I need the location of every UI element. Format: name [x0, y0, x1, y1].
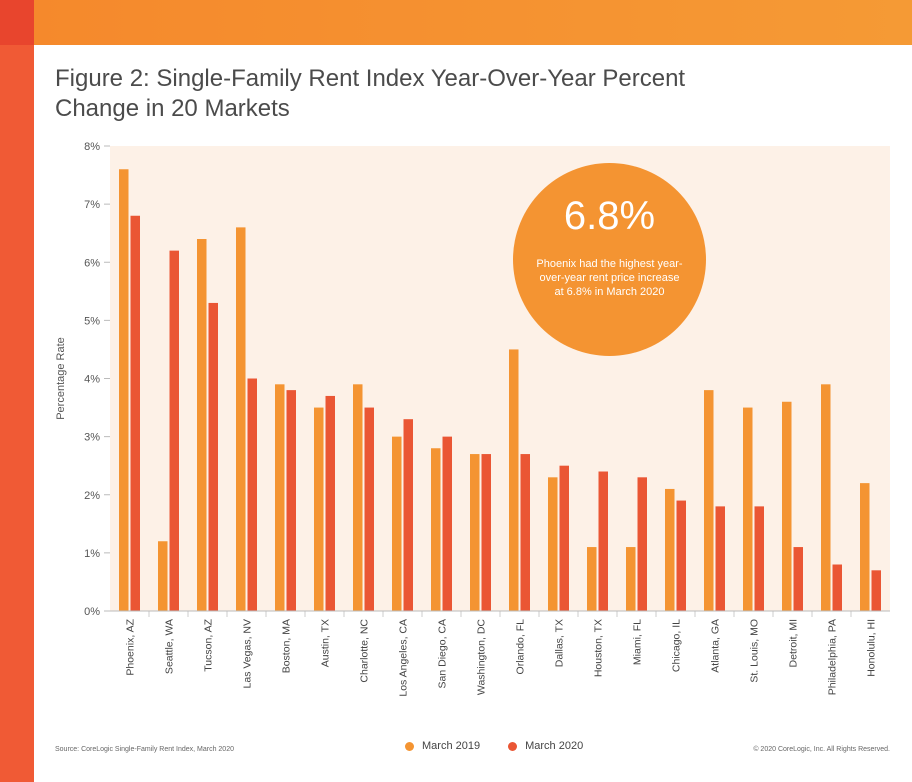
bar-2020: [481, 454, 491, 611]
x-tick-label: Tucson, AZ: [203, 618, 215, 671]
bar-2019: [236, 227, 246, 611]
y-tick-label: 4%: [84, 374, 100, 386]
bar-2020: [676, 500, 686, 611]
legend-label-2020: March 2020: [525, 740, 584, 752]
bar-2020: [637, 477, 647, 611]
y-tick-label: 6%: [84, 257, 100, 269]
legend-label-2019: March 2019: [422, 740, 481, 752]
bar-2019: [743, 407, 753, 611]
bar-2020: [208, 302, 218, 611]
bar-2020: [169, 250, 179, 611]
legend-item-2019: March 2019: [405, 740, 480, 752]
bar-2020: [130, 215, 140, 611]
bar-2019: [197, 239, 207, 611]
bar-2020: [559, 465, 569, 611]
bar-2019: [821, 384, 831, 611]
bar-2019: [626, 547, 636, 611]
bar-2019: [353, 384, 363, 611]
bar-2020: [286, 390, 296, 611]
x-tick-label: Honolulu, HI: [866, 619, 878, 677]
bar-2020: [364, 407, 374, 611]
bar-2019: [392, 436, 402, 611]
bar-2020: [754, 506, 764, 611]
bar-2019: [314, 407, 324, 611]
side-band: [0, 45, 34, 782]
bar-2020: [871, 570, 881, 611]
x-tick-label: Atlanta, GA: [710, 619, 722, 673]
y-axis-label: Percentage Rate: [55, 337, 67, 420]
x-tick-label: Washington, DC: [476, 619, 488, 695]
x-tick-label: Boston, MA: [281, 619, 293, 673]
x-tick-label: San Diego, CA: [437, 619, 449, 688]
bar-2020: [442, 436, 452, 611]
bar-2020: [325, 395, 335, 611]
x-tick-label: Dallas, TX: [554, 619, 566, 667]
chart-title: Figure 2: Single-Family Rent Index Year-…: [55, 65, 686, 122]
x-tick-label: Charlotte, NC: [359, 619, 371, 683]
legend-swatch-2019: [405, 741, 414, 751]
bar-2020: [832, 564, 842, 611]
y-tick-label: 0%: [84, 606, 100, 618]
copyright-note: © 2020 CoreLogic, Inc. All Rights Reserv…: [753, 746, 890, 753]
bar-2019: [470, 454, 480, 611]
callout-value: 6.8%: [563, 194, 656, 238]
bar-2019: [119, 169, 129, 611]
plot-area: [110, 146, 890, 611]
callout-text: Phoenix had the highest year-over-year r…: [536, 258, 683, 298]
bar-2020: [247, 378, 257, 611]
bar-2019: [275, 384, 285, 611]
bar-2019: [431, 448, 441, 611]
x-tick-label: Seattle, WA: [164, 619, 176, 674]
bar-chart: 0% 1% 2% 3% 4% 5% 6% 7% 8% Percentage Rate Phoenix…: [55, 141, 890, 697]
bar-2019: [548, 477, 558, 611]
x-tick-label: Orlando, FL: [515, 619, 527, 675]
source-note: Source: CoreLogic Single-Family Rent Ind…: [55, 746, 234, 753]
bar-2019: [860, 483, 870, 611]
y-tick-label: 8%: [84, 141, 100, 153]
x-tick-label: Miami, FL: [632, 619, 644, 665]
legend-item-2020: March 2020: [508, 740, 583, 752]
bar-2019: [587, 547, 597, 611]
x-tick-label: St. Louis, MO: [749, 619, 761, 683]
bar-2020: [403, 419, 413, 611]
bar-2020: [520, 454, 530, 611]
x-tick-label: Las Vegas, NV: [242, 619, 254, 688]
bar-2020: [715, 506, 725, 611]
y-tick-label: 7%: [84, 199, 100, 211]
bar-2019: [509, 349, 519, 611]
bar-2019: [782, 401, 792, 611]
bar-2019: [158, 541, 168, 611]
x-tick-label: Detroit, MI: [788, 619, 800, 667]
highlight-callout: 6.8% Phoenix had the highest year-over-y…: [513, 163, 706, 356]
bar-2020: [598, 471, 608, 611]
x-tick-label: Austin, TX: [320, 619, 332, 667]
legend: March 2019 March 2020: [405, 740, 583, 752]
y-tick-label: 3%: [84, 432, 100, 444]
legend-swatch-2020: [508, 741, 518, 751]
bar-2020: [793, 547, 803, 611]
x-tick-label: Los Angeles, CA: [398, 619, 410, 697]
bar-2019: [704, 390, 714, 611]
y-tick-label: 2%: [84, 490, 100, 502]
y-tick-label: 1%: [84, 548, 100, 560]
x-tick-label: Houston, TX: [593, 619, 605, 677]
x-tick-label: Phoenix, AZ: [125, 618, 137, 675]
x-tick-label: Philadelphia, PA: [827, 619, 839, 695]
bar-2019: [665, 488, 675, 611]
header-band: [0, 0, 912, 45]
x-tick-label: Chicago, IL: [671, 619, 683, 672]
y-tick-label: 5%: [84, 315, 100, 327]
